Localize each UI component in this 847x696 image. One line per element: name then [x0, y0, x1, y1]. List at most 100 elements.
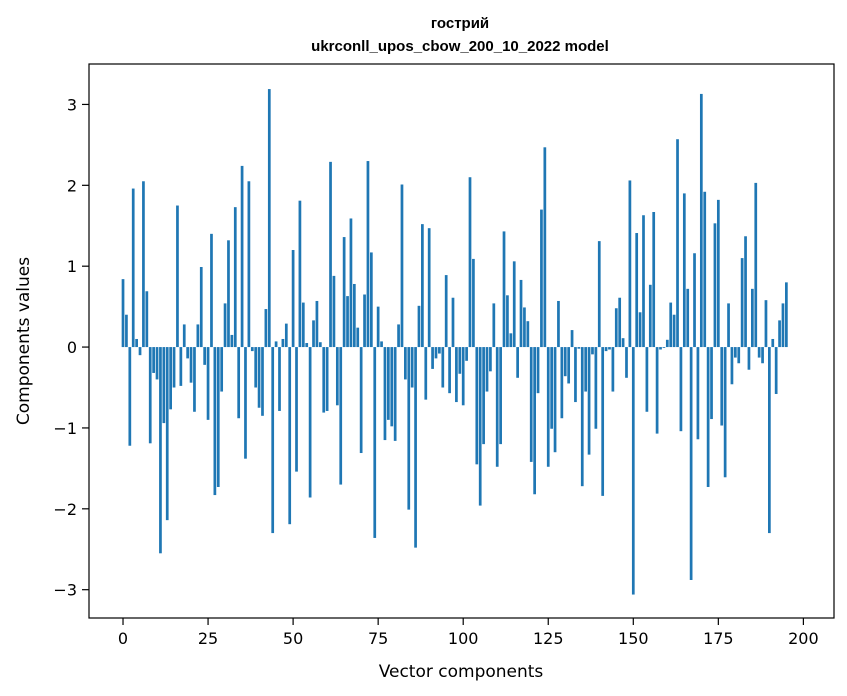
y-tick-label: −3: [53, 581, 77, 600]
bar-87: [417, 305, 421, 348]
chart-title-line1: гострий: [431, 15, 489, 32]
bar-82: [400, 184, 404, 348]
x-tick-label: 25: [198, 629, 218, 648]
bar-33: [233, 207, 237, 348]
bar-15: [172, 347, 176, 388]
bar-104: [475, 347, 479, 465]
bar-190: [768, 347, 771, 534]
bar-27: [213, 347, 217, 496]
bar-131: [567, 347, 571, 384]
bar-175: [716, 199, 720, 348]
bar-136: [584, 347, 588, 392]
y-axis-label: Components values: [14, 257, 34, 425]
bar-172: [706, 347, 710, 487]
bar-97: [451, 297, 455, 348]
bar-7: [145, 291, 149, 348]
bar-187: [757, 347, 761, 358]
bar-181: [737, 347, 741, 364]
bar-170: [699, 93, 703, 348]
bar-126: [550, 347, 554, 429]
bar-123: [540, 209, 543, 348]
bar-21: [193, 347, 196, 412]
x-tick-label: 75: [368, 629, 388, 648]
bar-195: [785, 282, 788, 348]
bar-178: [727, 303, 730, 348]
bar-42: [264, 309, 268, 348]
bar-91: [431, 347, 434, 369]
bar-128: [557, 300, 560, 348]
x-tick-label: 200: [788, 629, 819, 648]
bar-29: [220, 347, 224, 392]
x-tick-label: 0: [118, 629, 128, 648]
y-tick-label: −1: [53, 419, 77, 438]
bar-11: [159, 347, 162, 554]
bar-153: [642, 215, 645, 348]
y-axis-ticks: −3 −2 −1 0 1 2 3: [53, 95, 89, 600]
bar-80: [393, 347, 397, 441]
bar-9: [152, 347, 155, 373]
bar-121: [533, 347, 536, 495]
bar-51: [295, 347, 298, 472]
bar-193: [778, 320, 781, 348]
bar-96: [448, 347, 451, 394]
bar-127: [553, 347, 557, 453]
bar-71: [363, 294, 366, 348]
bar-92: [434, 347, 438, 359]
bar-148: [625, 347, 628, 378]
bar-47: [281, 338, 285, 348]
bars-group: [121, 89, 788, 595]
bar-141: [601, 347, 605, 496]
bar-31: [227, 240, 230, 348]
bar-135: [580, 347, 584, 487]
bar-62: [332, 275, 336, 348]
bar-79: [390, 347, 394, 427]
bar-16: [176, 205, 179, 348]
bar-109: [492, 303, 496, 348]
x-tick-label: 175: [703, 629, 734, 648]
bar-52: [298, 200, 302, 348]
bar-182: [740, 258, 744, 348]
x-tick-label: 125: [533, 629, 564, 648]
bar-38: [250, 347, 254, 352]
bar-93: [438, 347, 441, 354]
bar-95: [444, 275, 448, 348]
bar-129: [560, 347, 564, 419]
bar-108: [489, 347, 492, 372]
bar-173: [710, 347, 713, 420]
bar-2: [128, 347, 132, 446]
bar-78: [387, 347, 390, 420]
bar-26: [210, 233, 213, 348]
bar-46: [278, 347, 281, 411]
y-tick-label: 0: [67, 338, 77, 357]
bar-160: [665, 339, 669, 348]
bar-140: [597, 241, 601, 348]
bar-50: [291, 250, 295, 348]
bar-156: [652, 212, 656, 348]
bar-25: [206, 347, 210, 420]
bar-24: [203, 347, 207, 365]
bar-72: [366, 161, 370, 348]
bar-137: [587, 347, 591, 455]
bar-43: [267, 89, 271, 348]
bar-162: [672, 314, 676, 348]
bar-10: [155, 347, 159, 380]
y-tick-label: 1: [67, 257, 77, 276]
bar-59: [322, 347, 326, 413]
bar-40: [257, 347, 261, 408]
bar-70: [359, 347, 363, 454]
bar-110: [495, 347, 499, 467]
bar-88: [421, 224, 424, 348]
bar-150: [631, 347, 635, 595]
y-tick-label: −2: [53, 500, 77, 519]
bar-14: [169, 347, 172, 410]
bar-132: [570, 330, 574, 348]
bar-37: [247, 181, 251, 348]
bar-36: [244, 347, 247, 459]
bar-19: [186, 347, 190, 359]
bar-63: [335, 347, 339, 406]
x-tick-label: 100: [448, 629, 479, 648]
bar-48: [284, 323, 288, 348]
bar-77: [383, 347, 387, 441]
bar-168: [693, 253, 696, 348]
